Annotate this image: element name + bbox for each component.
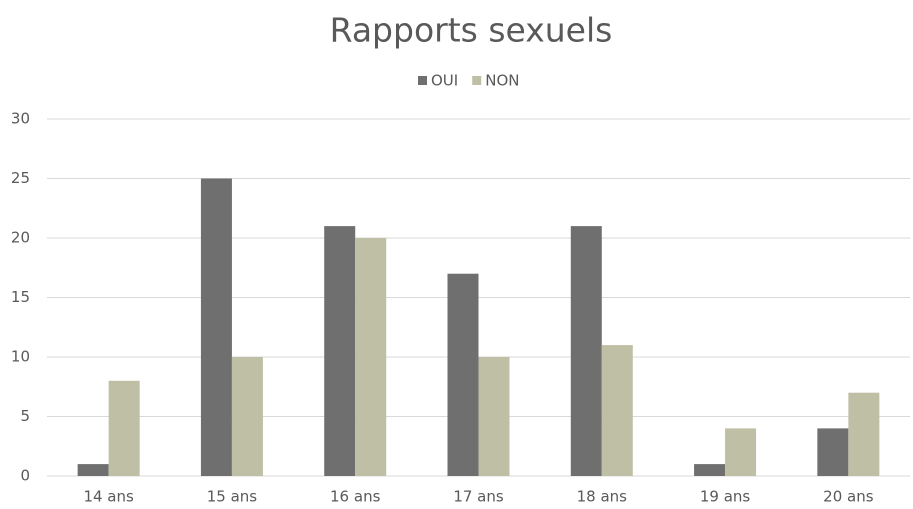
x-tick-label: 16 ans [330, 488, 381, 506]
bar [570, 226, 602, 476]
bar [231, 357, 263, 476]
bar [725, 428, 757, 476]
x-tick-label: 14 ans [83, 488, 134, 506]
y-tick-label: 5 [20, 407, 30, 425]
bar [108, 380, 140, 476]
y-tick-label: 20 [11, 229, 30, 247]
y-tick-label: 0 [20, 467, 30, 485]
y-tick-label: 10 [11, 348, 30, 366]
legend-label: OUI [431, 72, 458, 90]
bar [817, 428, 849, 476]
y-tick-label: 25 [11, 169, 30, 187]
bar [694, 464, 726, 476]
legend-label: NON [485, 72, 519, 90]
x-tick-label: 15 ans [207, 488, 258, 506]
legend-swatch [472, 76, 482, 85]
x-tick-label: 19 ans [700, 488, 751, 506]
legend-swatch [418, 76, 427, 85]
x-tick-label: 20 ans [823, 488, 874, 506]
bar [848, 392, 880, 476]
bar [200, 178, 232, 476]
bar [447, 273, 479, 476]
x-tick-label: 18 ans [577, 488, 628, 506]
chart-title: Rapports sexuels [330, 11, 613, 50]
bar [601, 345, 633, 476]
y-tick-label: 30 [11, 110, 30, 128]
bar [324, 226, 356, 476]
y-tick-label: 15 [11, 288, 30, 306]
bar [355, 238, 387, 476]
bar [478, 357, 510, 476]
bar [77, 464, 109, 476]
x-tick-label: 17 ans [453, 488, 504, 506]
